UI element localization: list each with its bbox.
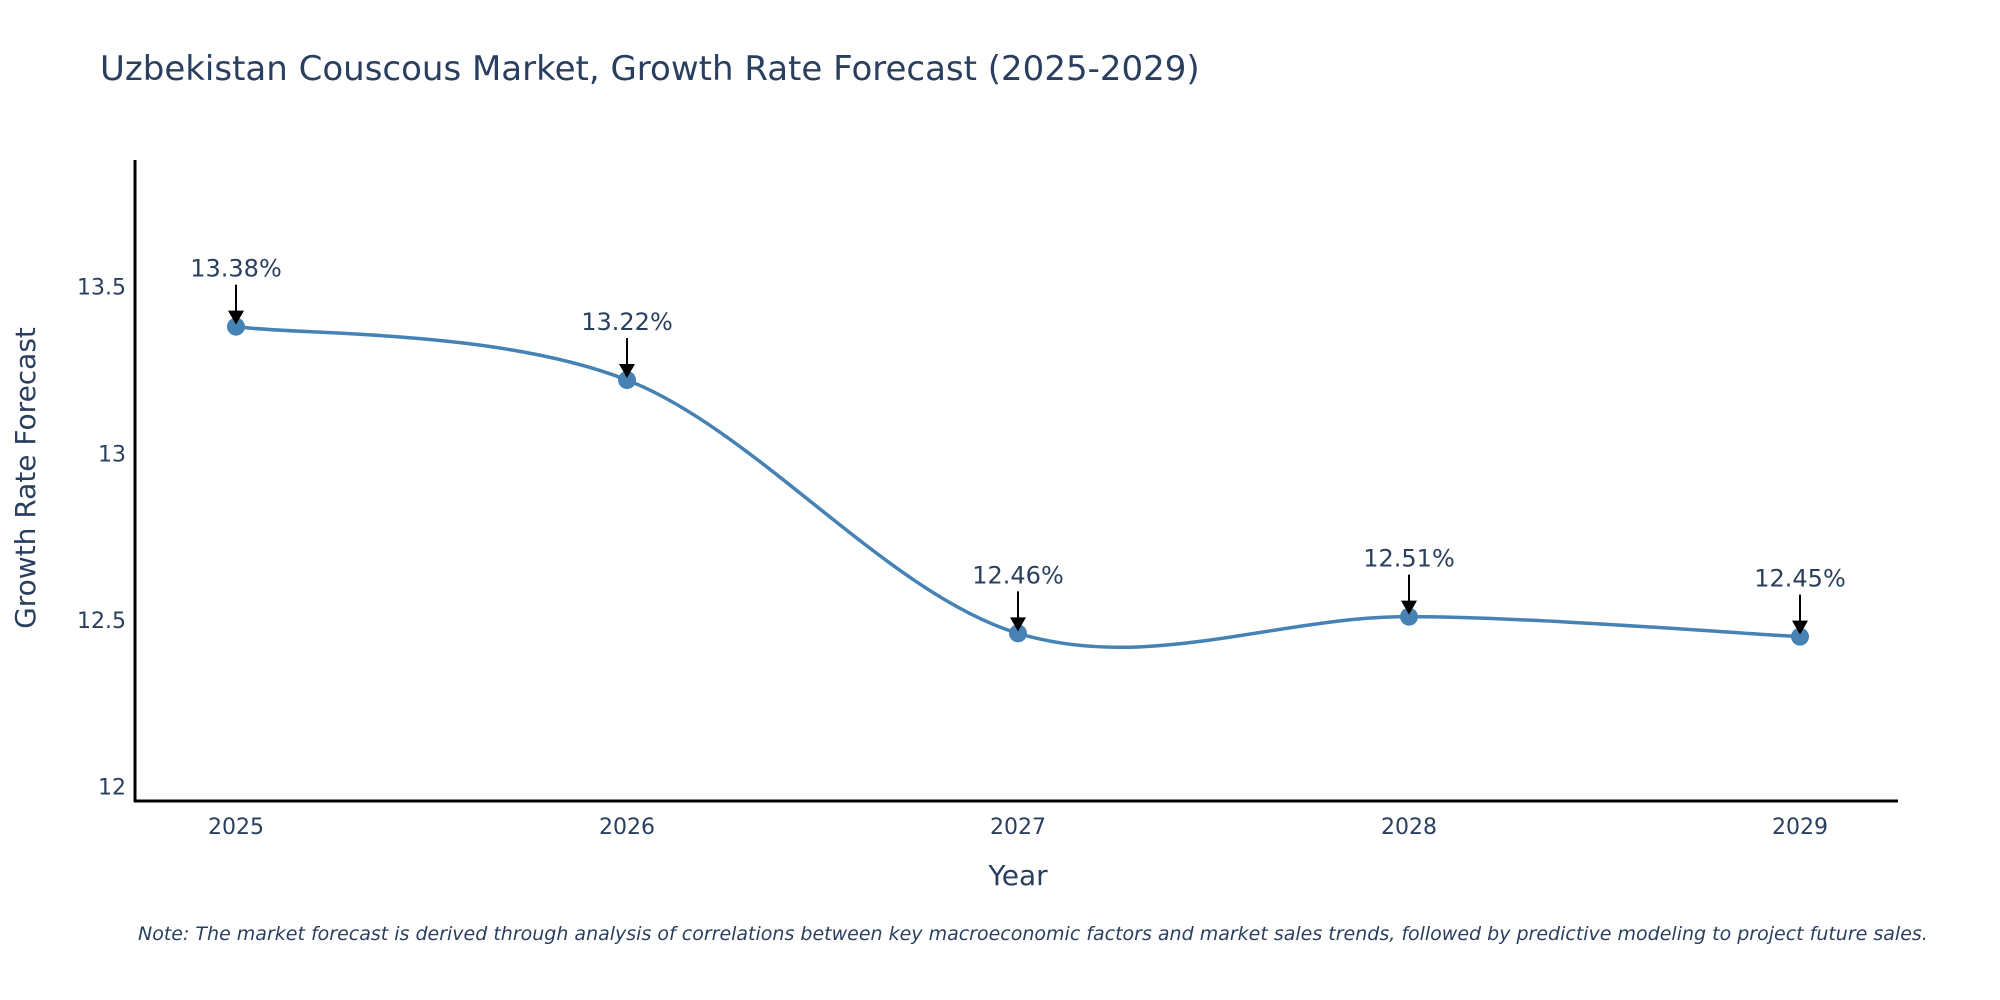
data-point-marker bbox=[1791, 627, 1809, 646]
annotation-arrow-head bbox=[1401, 600, 1417, 615]
data-point-marker bbox=[618, 371, 636, 389]
y-axis-ticks: 12 12.5 13 13.5 bbox=[77, 276, 126, 801]
data-label: 12.51% bbox=[1363, 545, 1455, 573]
series-line bbox=[235, 324, 1801, 649]
data-point-marker bbox=[227, 317, 245, 336]
x-tick-label: 2026 bbox=[599, 815, 655, 840]
data-label: 12.46% bbox=[972, 561, 1064, 589]
chart-title: Uzbekistan Couscous Market, Growth Rate … bbox=[100, 49, 1200, 89]
data-label: 13.22% bbox=[581, 308, 673, 336]
annotation-arrow-head bbox=[1792, 620, 1808, 635]
y-tick-label: 13.5 bbox=[77, 276, 126, 301]
y-tick-label: 12.5 bbox=[77, 609, 126, 634]
x-axis-title: Year bbox=[987, 859, 1048, 892]
x-tick-label: 2027 bbox=[990, 815, 1046, 840]
y-tick-label: 13 bbox=[98, 442, 126, 467]
data-label: 13.38% bbox=[190, 255, 282, 283]
annotation-arrow-head bbox=[619, 364, 635, 378]
chart-note: Note: The market forecast is derived thr… bbox=[138, 923, 1928, 945]
annotation-arrow-head bbox=[228, 310, 244, 325]
x-tick-label: 2029 bbox=[1772, 815, 1828, 840]
data-points bbox=[227, 317, 1809, 646]
data-point-marker bbox=[1009, 624, 1027, 643]
data-label: 12.45% bbox=[1754, 565, 1846, 593]
x-tick-label: 2028 bbox=[1381, 815, 1437, 840]
y-tick-label: 12 bbox=[98, 776, 126, 801]
annotation-arrow-head bbox=[1010, 617, 1026, 632]
y-axis-title: Growth Rate Forecast bbox=[9, 327, 42, 629]
data-point-marker bbox=[1400, 607, 1418, 626]
x-tick-label: 2025 bbox=[208, 815, 264, 840]
x-axis-ticks: 2025 2026 2027 2028 2029 bbox=[208, 815, 1828, 840]
data-annotations: 13.38% 13.22% 12.46% 12.51% 12.45% bbox=[190, 255, 1846, 635]
